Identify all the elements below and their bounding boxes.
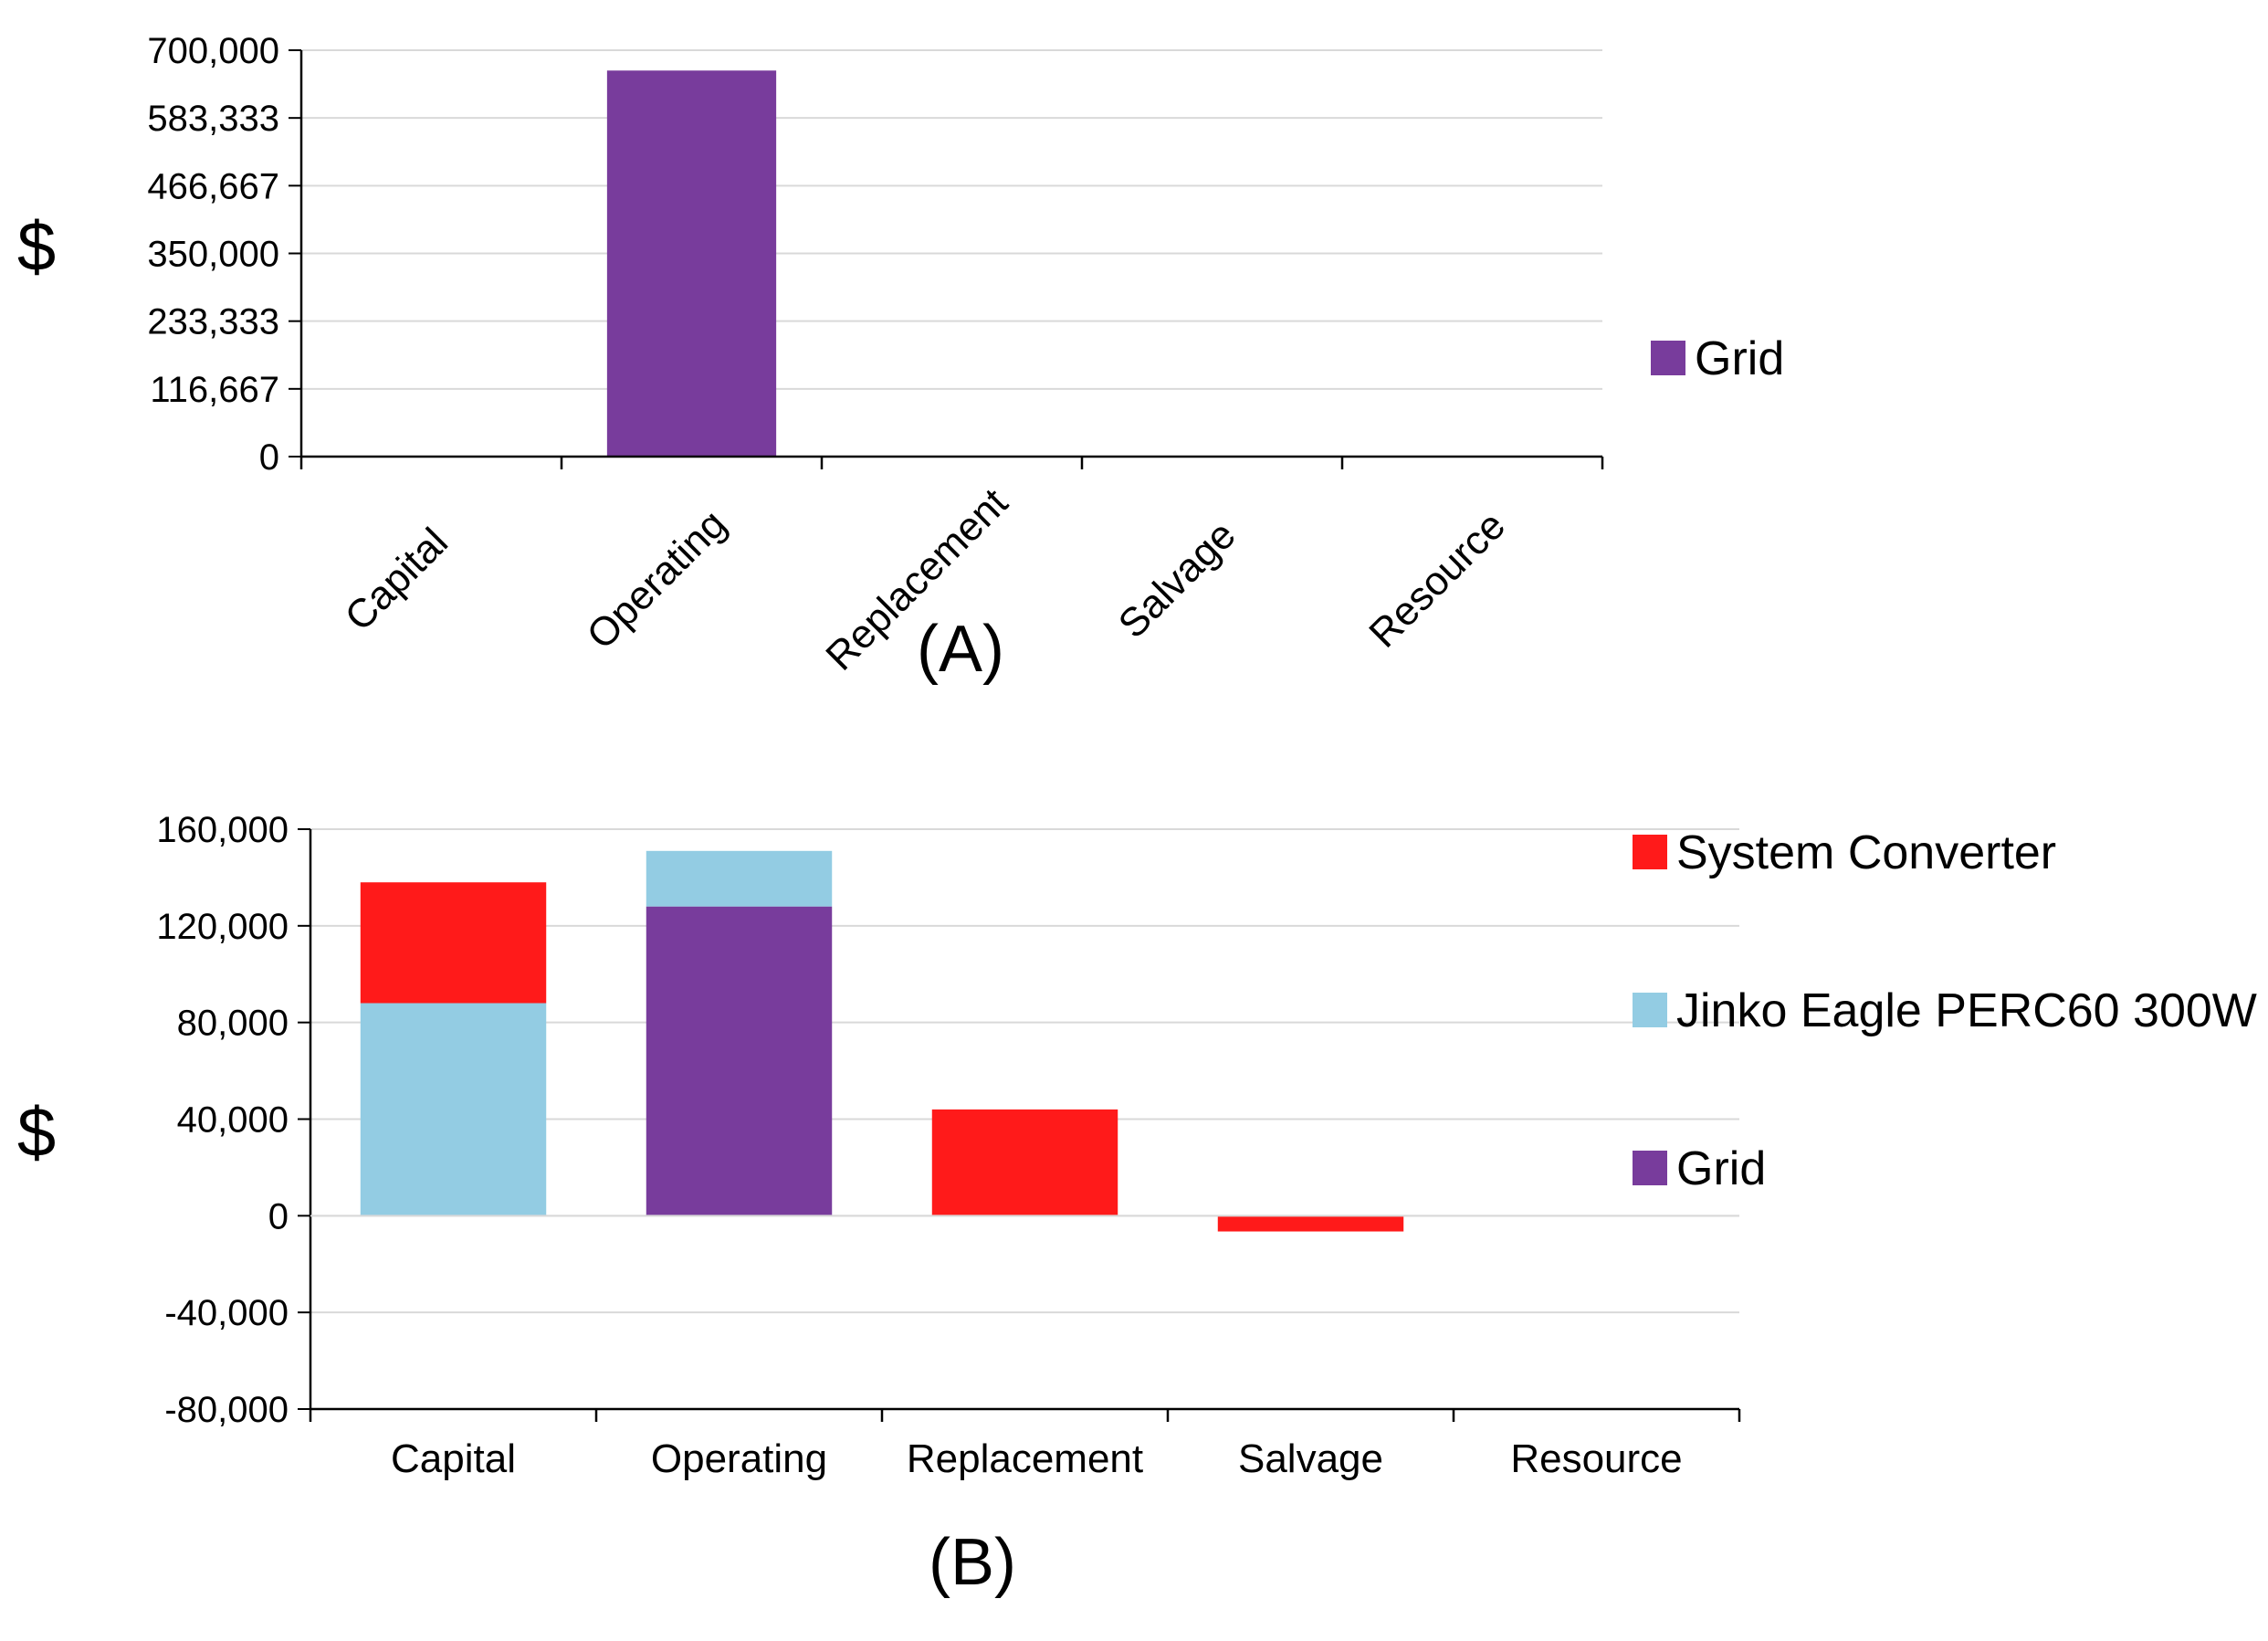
x-category-label: Resource xyxy=(1510,1436,1682,1481)
x-category-label: Capital xyxy=(391,1436,516,1481)
y-tick-label: 116,667 xyxy=(150,370,279,410)
legend-label: Jinko Eagle PERC60 300W xyxy=(1676,984,2257,1037)
bar-system-converter-capital xyxy=(361,882,546,1003)
y-tick-label: 80,000 xyxy=(177,1004,289,1044)
y-tick-label: 233,333 xyxy=(147,302,279,342)
y-tick-label: -80,000 xyxy=(164,1390,289,1430)
bar-grid-operating xyxy=(607,70,776,457)
y-tick-label: 466,667 xyxy=(147,166,279,206)
chart-figure: 700,000 583,333 466,667 350,000 233,333 116,6… xyxy=(0,0,2268,1641)
legend-label: System Converter xyxy=(1676,826,2056,879)
legend-swatch xyxy=(1633,993,1667,1027)
y-tick-label: 350,000 xyxy=(147,235,279,275)
y-tick-label: 700,000 xyxy=(147,31,279,71)
y-axis-label: $ xyxy=(17,208,56,286)
y-axis-label: $ xyxy=(17,1094,56,1172)
legend-label: Grid xyxy=(1695,332,1784,385)
legend-swatch xyxy=(1651,341,1685,375)
chart-panel-a: 700,000 583,333 466,667 350,000 233,333 116,6… xyxy=(17,31,1784,686)
y-tick-label: 0 xyxy=(268,1196,289,1236)
legend-item-grid: Grid xyxy=(1633,1142,1766,1195)
bar-jinko-eagle-perc60-300w-capital xyxy=(361,1004,546,1216)
x-category-label: Salvage xyxy=(1238,1436,1383,1481)
y-tick-label: 160,000 xyxy=(156,810,289,850)
x-category-label: Operating xyxy=(651,1436,827,1481)
y-tick-label: 0 xyxy=(259,437,279,478)
bar-system-converter-salvage xyxy=(1218,1215,1403,1231)
x-category-label: Operating xyxy=(579,501,735,657)
y-tick-label: 40,000 xyxy=(177,1100,289,1141)
legend-item-jinko-eagle-perc60-300w: Jinko Eagle PERC60 300W xyxy=(1633,984,2257,1037)
legend-item-system-converter: System Converter xyxy=(1633,826,2056,879)
x-category-label: Replacement xyxy=(907,1436,1143,1481)
legend-item-grid: Grid xyxy=(1651,332,1784,385)
panel-label: (B) xyxy=(929,1526,1016,1599)
bar-jinko-eagle-perc60-300w-operating xyxy=(646,851,832,907)
y-tick-label: 120,000 xyxy=(156,907,289,947)
legend-swatch xyxy=(1633,1151,1667,1185)
legend-label: Grid xyxy=(1676,1142,1766,1195)
bar-system-converter-replacement xyxy=(932,1110,1118,1215)
x-category-label: Capital xyxy=(336,520,456,639)
legend-swatch xyxy=(1633,835,1667,869)
panel-label: (A) xyxy=(917,613,1004,686)
x-category-label: Salvage xyxy=(1110,512,1244,647)
x-category-label: Resource xyxy=(1360,503,1514,657)
chart-panel-b: 160,000 120,000 80,000 40,000 0 -40,000 -80,00… xyxy=(17,810,2257,1599)
bar-grid-operating xyxy=(646,907,832,1216)
y-tick-label: 583,333 xyxy=(147,99,279,139)
y-tick-label: -40,000 xyxy=(164,1293,289,1333)
